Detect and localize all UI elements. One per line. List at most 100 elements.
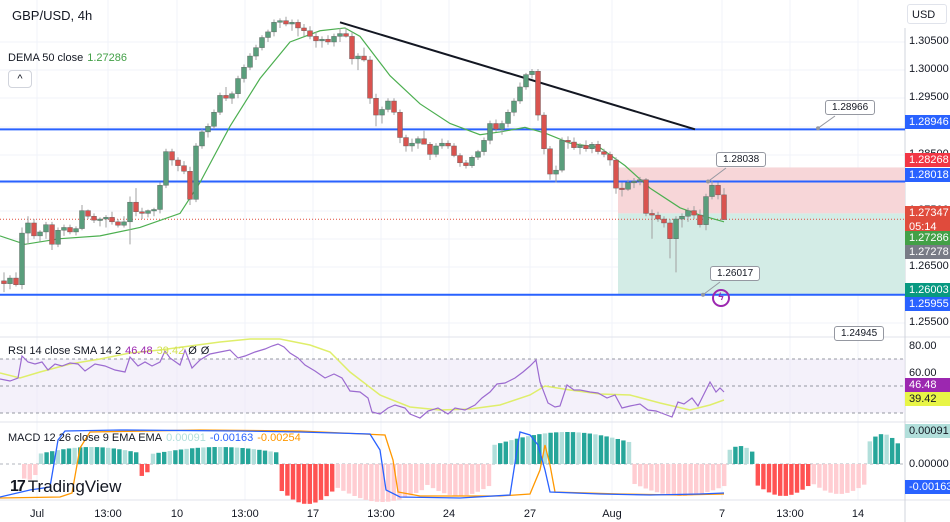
candle-body [325,38,331,43]
macd-histogram-bar [173,450,178,464]
lightning-event-icon[interactable]: ϟ [712,289,730,307]
macd-histogram-bar [369,464,374,502]
time-tick-label: 27 [523,508,537,520]
macd-histogram-bar [766,464,772,493]
macd-histogram-bar [694,464,699,495]
macd-histogram-bar [604,436,609,464]
macd-histogram-bar [542,433,548,464]
macd-histogram-bar [145,464,150,473]
candle-body [673,218,679,239]
macd-histogram-bar [582,432,587,464]
price-note-callout[interactable]: 1.28966 [825,100,876,115]
macd-histogram-bar [761,464,766,490]
time-tick-label: 17 [306,508,320,520]
price-tag: 1.28946 [905,115,950,129]
time-tick-label: 13:00 [94,508,122,520]
candle-body [151,209,157,212]
candle-body [241,67,247,79]
candle-body [271,22,277,33]
macd-histogram-bar [89,447,94,464]
price-tag: 05:14 [905,220,950,234]
price-tick-label: 1.30000 [909,63,949,75]
macd-histogram-bar [414,464,419,493]
candle-body [463,162,469,166]
price-tag: 1.25955 [905,297,950,311]
candle-body [295,22,301,29]
macd-histogram-bar [268,451,273,464]
macd-histogram-bar [464,464,469,496]
candle-body [79,210,85,229]
candle-body [451,145,457,156]
callout-pointer [707,167,727,182]
macd-histogram-bar [296,464,301,503]
candle-body [409,142,415,147]
time-tick-label: Jul [29,508,45,520]
candle-body [457,155,463,164]
candle-body [31,222,37,237]
candle-body [481,140,487,152]
indicator-value-tag: -0.00163 [905,480,950,494]
macd-line-value: -0.00163 [209,432,254,444]
rsi-extra-2: Ø [200,345,210,357]
candle-body [595,144,601,152]
candle-body [535,71,541,116]
candle-body [613,159,619,189]
rsi-label: RSI 14 close SMA 14 2 [8,345,122,357]
collapse-legend-button[interactable]: ^ [8,70,32,88]
macd-histogram-bar [509,440,514,464]
candle-body [199,131,205,147]
rsi-tick-label: 60.00 [909,367,937,379]
macd-histogram-bar [738,446,744,464]
macd-histogram-bar [436,464,441,491]
currency-label: USD [912,9,936,21]
macd-histogram-bar [806,464,811,487]
macd-histogram-bar [682,464,688,496]
time-tick-label: 24 [442,508,456,520]
rsi-legend: RSI 14 close SMA 14 2 46.48 39.42 Ø Ø [8,345,209,357]
macd-histogram-bar [122,450,128,464]
macd-histogram-bar [363,464,368,500]
macd-histogram-bar [50,451,55,464]
macd-histogram-bar [587,433,592,464]
candle-body [343,33,349,37]
macd-histogram-bar [531,435,536,464]
candle-body [517,86,523,102]
dema-label: DEMA 50 close [8,52,84,64]
macd-histogram-bar [290,464,296,500]
candle-body [631,181,637,184]
indicator-value-tag: 46.48 [905,378,950,392]
macd-histogram-bar [72,447,77,464]
macd-histogram-bar [727,449,732,464]
macd-histogram-bar [251,449,256,464]
candle-body [97,218,103,221]
symbol-title[interactable]: GBP/USD, 4h [12,8,93,23]
candle-body [157,185,163,210]
macd-histogram-bar [307,464,312,504]
macd-histogram-bar [850,464,856,491]
macd-histogram-bar [688,464,693,496]
candle-body [223,95,229,99]
candle-body [283,20,289,25]
candle-body [253,47,259,57]
candle-body [373,97,379,116]
macd-histogram-bar [750,451,755,464]
candle-body [601,151,607,155]
candle-body [163,151,169,186]
price-note-callout[interactable]: 1.24945 [834,326,885,341]
price-note-callout[interactable]: 1.26017 [710,266,761,281]
candle-body [547,148,553,175]
macd-histogram-bar [61,449,66,464]
price-tag: 1.28268 [905,153,950,167]
candle-body [553,169,559,175]
macd-histogram-bar [178,449,184,464]
price-note-callout[interactable]: 1.28038 [716,152,767,167]
candle-body [715,185,721,196]
macd-histogram-bar [794,464,800,493]
macd-histogram-bar [895,443,900,464]
macd-histogram-bar [419,464,424,491]
candle-body [679,216,685,220]
macd-histogram-bar [218,447,223,464]
macd-histogram-bar [856,464,861,489]
currency-selector[interactable]: USD [907,4,947,24]
